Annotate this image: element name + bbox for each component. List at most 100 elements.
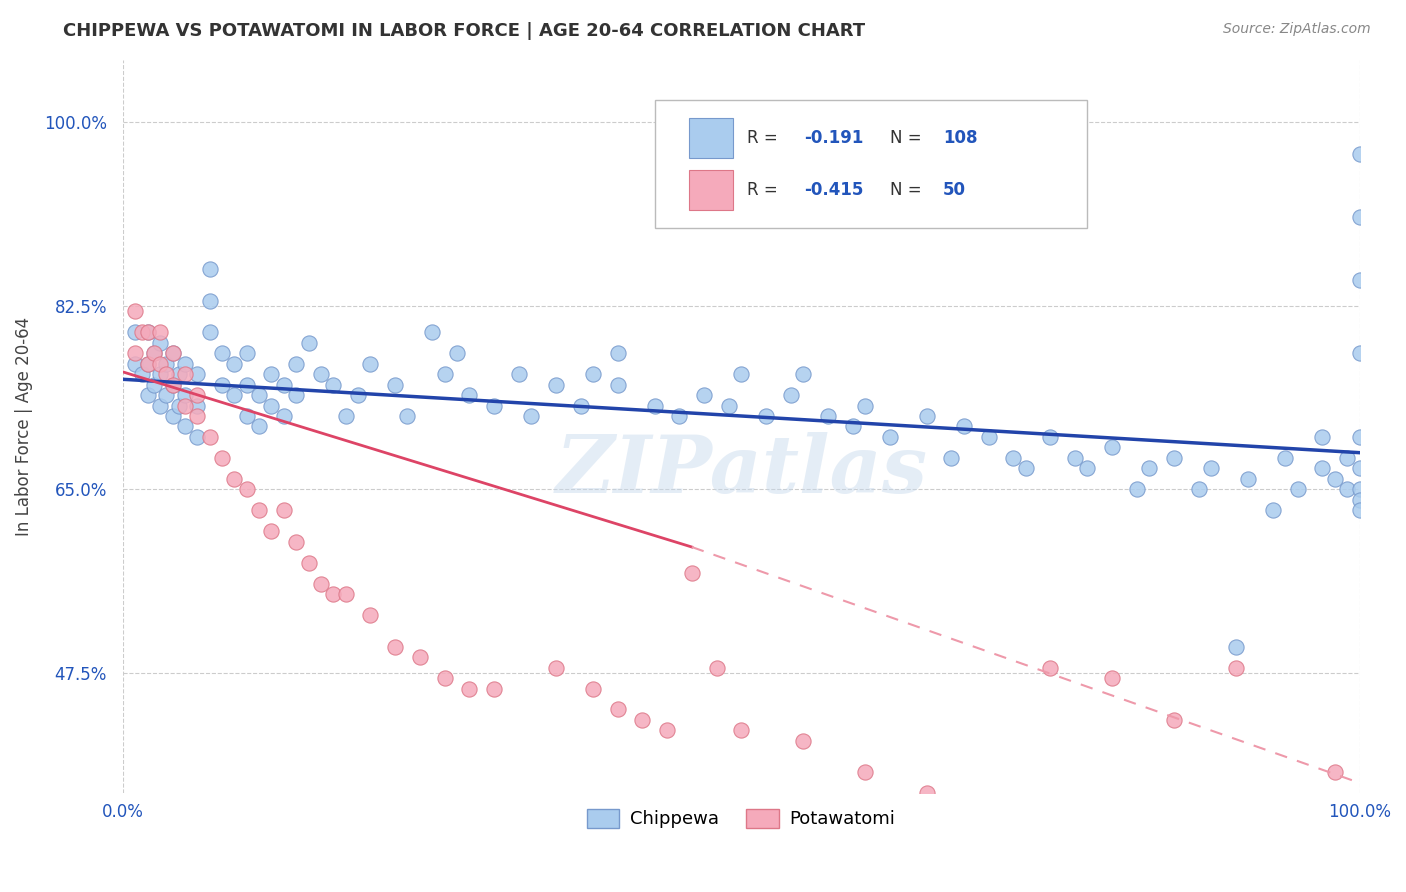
Point — [1225, 660, 1247, 674]
Point — [1286, 483, 1309, 497]
Point — [977, 430, 1000, 444]
Point — [235, 409, 257, 423]
Point — [198, 262, 221, 277]
Point — [668, 409, 690, 423]
Point — [1348, 430, 1371, 444]
Point — [198, 325, 221, 339]
Point — [1163, 450, 1185, 465]
Point — [1101, 441, 1123, 455]
Point — [569, 399, 592, 413]
Point — [1163, 713, 1185, 727]
Point — [1039, 660, 1062, 674]
Point — [1076, 461, 1098, 475]
Point — [224, 472, 246, 486]
Point — [1312, 461, 1334, 475]
Text: ZIPatlas: ZIPatlas — [555, 432, 928, 509]
Text: Source: ZipAtlas.com: Source: ZipAtlas.com — [1223, 22, 1371, 37]
Point — [1126, 483, 1149, 497]
Point — [162, 377, 184, 392]
Point — [285, 534, 308, 549]
Text: CHIPPEWA VS POTAWATOMI IN LABOR FORCE | AGE 20-64 CORRELATION CHART: CHIPPEWA VS POTAWATOMI IN LABOR FORCE | … — [63, 22, 866, 40]
Point — [1101, 671, 1123, 685]
Point — [297, 556, 319, 570]
Point — [198, 430, 221, 444]
Point — [977, 797, 1000, 811]
Text: -0.415: -0.415 — [804, 181, 863, 199]
Point — [482, 681, 505, 696]
Point — [1348, 503, 1371, 517]
Point — [1199, 461, 1222, 475]
Point — [655, 723, 678, 738]
Point — [853, 765, 876, 780]
Point — [224, 388, 246, 402]
Point — [211, 346, 233, 360]
Point — [186, 388, 208, 402]
Point — [606, 377, 628, 392]
Point — [792, 734, 814, 748]
Point — [409, 650, 432, 665]
Point — [167, 367, 190, 381]
Point — [322, 377, 344, 392]
Point — [1348, 461, 1371, 475]
Point — [420, 325, 443, 339]
Point — [433, 671, 456, 685]
Point — [247, 388, 270, 402]
Point — [124, 325, 146, 339]
Point — [1225, 640, 1247, 654]
Point — [1312, 430, 1334, 444]
Point — [136, 357, 159, 371]
Point — [162, 346, 184, 360]
Point — [706, 660, 728, 674]
Point — [260, 399, 283, 413]
Text: R =: R = — [748, 129, 783, 147]
Point — [359, 357, 381, 371]
Point — [446, 346, 468, 360]
Point — [433, 367, 456, 381]
Point — [155, 367, 177, 381]
Point — [941, 450, 963, 465]
Point — [644, 399, 666, 413]
Point — [915, 409, 938, 423]
Point — [167, 399, 190, 413]
Point — [1064, 450, 1087, 465]
Bar — [689, 170, 733, 211]
Point — [544, 377, 567, 392]
Point — [1348, 492, 1371, 507]
Point — [853, 399, 876, 413]
Point — [174, 419, 197, 434]
Point — [174, 357, 197, 371]
Point — [143, 377, 166, 392]
Point — [335, 587, 357, 601]
Point — [186, 367, 208, 381]
Point — [1137, 461, 1160, 475]
Point — [143, 346, 166, 360]
Point — [544, 660, 567, 674]
Text: 108: 108 — [943, 129, 977, 147]
Point — [458, 681, 481, 696]
Point — [235, 483, 257, 497]
Point — [124, 346, 146, 360]
Point — [174, 367, 197, 381]
Point — [396, 409, 419, 423]
Point — [1348, 346, 1371, 360]
Point — [359, 608, 381, 623]
Point — [693, 388, 716, 402]
Point — [681, 566, 703, 581]
Point — [149, 335, 172, 350]
Point — [124, 357, 146, 371]
Point — [841, 419, 863, 434]
Point — [131, 367, 153, 381]
Point — [1348, 483, 1371, 497]
Point — [1014, 461, 1036, 475]
Text: 50: 50 — [943, 181, 966, 199]
Point — [124, 304, 146, 318]
Point — [335, 409, 357, 423]
Point — [149, 367, 172, 381]
Point — [582, 367, 605, 381]
Point — [309, 367, 332, 381]
Point — [136, 325, 159, 339]
Point — [1348, 147, 1371, 161]
Point — [730, 723, 752, 738]
Point — [136, 388, 159, 402]
Point — [879, 430, 901, 444]
